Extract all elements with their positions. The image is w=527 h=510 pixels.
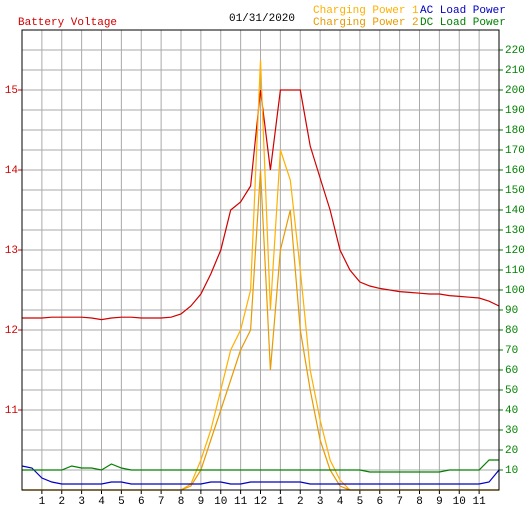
y2-tick-label: 90 xyxy=(505,305,518,317)
y2-tick-label: 10 xyxy=(505,465,518,477)
legend-entry: Charging Power 1 xyxy=(313,5,419,17)
y2-tick-label: 80 xyxy=(505,325,518,337)
x-tick-label: 9 xyxy=(198,496,205,508)
x-tick-label: 7 xyxy=(396,496,403,508)
series-line xyxy=(22,459,499,473)
y2-tick-label: 110 xyxy=(505,265,525,277)
x-tick-label: 2 xyxy=(58,496,65,508)
y2-tick-label: 170 xyxy=(505,145,525,157)
y2-tick-label: 70 xyxy=(505,345,518,357)
x-tick-label: 9 xyxy=(436,496,443,508)
x-tick-label: 6 xyxy=(138,496,145,508)
series-line xyxy=(21,465,500,485)
y-tick-label: 15 xyxy=(5,85,18,97)
y2-tick-label: 20 xyxy=(505,445,518,457)
x-tick-label: 4 xyxy=(98,496,105,508)
x-tick-label: 10 xyxy=(453,496,466,508)
x-tick-label: 10 xyxy=(214,496,227,508)
y-tick-label: 12 xyxy=(5,325,18,337)
y2-tick-label: 160 xyxy=(505,165,525,177)
legend-entry: Charging Power 2 xyxy=(313,17,419,29)
plot-border xyxy=(21,29,500,491)
x-tick-label: 8 xyxy=(416,496,423,508)
y2-tick-label: 100 xyxy=(505,285,525,297)
legend-entry: DC Load Power xyxy=(420,17,506,29)
x-tick-label: 2 xyxy=(297,496,304,508)
y2-tick-label: 200 xyxy=(505,85,525,97)
legend-entry: Battery Voltage xyxy=(18,17,117,29)
y2-tick-label: 140 xyxy=(505,205,525,217)
x-tick-label: 7 xyxy=(158,496,165,508)
y2-tick-label: 120 xyxy=(505,245,525,257)
x-tick-label: 5 xyxy=(357,496,364,508)
y2-tick-label: 190 xyxy=(505,105,525,117)
y2-tick-label: 30 xyxy=(505,425,518,437)
x-tick-label: 1 xyxy=(39,496,46,508)
y2-tick-label: 50 xyxy=(505,385,518,397)
legend-entry: AC Load Power xyxy=(420,5,506,17)
y-tick-label: 13 xyxy=(5,245,18,257)
y2-tick-label: 210 xyxy=(505,65,525,77)
y2-tick-label: 220 xyxy=(505,45,525,57)
x-tick-label: 6 xyxy=(376,496,383,508)
y2-tick-label: 40 xyxy=(505,405,518,417)
x-tick-label: 11 xyxy=(473,496,487,508)
y-tick-label: 14 xyxy=(5,165,19,177)
chart-title: 01/31/2020 xyxy=(229,13,295,25)
x-tick-label: 8 xyxy=(178,496,185,508)
x-tick-label: 1 xyxy=(277,496,284,508)
x-tick-label: 4 xyxy=(337,496,344,508)
y2-tick-label: 60 xyxy=(505,365,518,377)
x-tick-label: 12 xyxy=(254,496,267,508)
x-tick-label: 11 xyxy=(234,496,248,508)
x-tick-label: 5 xyxy=(118,496,125,508)
y2-tick-label: 180 xyxy=(505,125,525,137)
y2-tick-label: 150 xyxy=(505,185,525,197)
y-tick-label: 11 xyxy=(5,405,19,417)
y2-tick-label: 130 xyxy=(505,225,525,237)
x-tick-label: 3 xyxy=(317,496,324,508)
x-tick-label: 3 xyxy=(78,496,85,508)
series-line xyxy=(22,89,500,321)
